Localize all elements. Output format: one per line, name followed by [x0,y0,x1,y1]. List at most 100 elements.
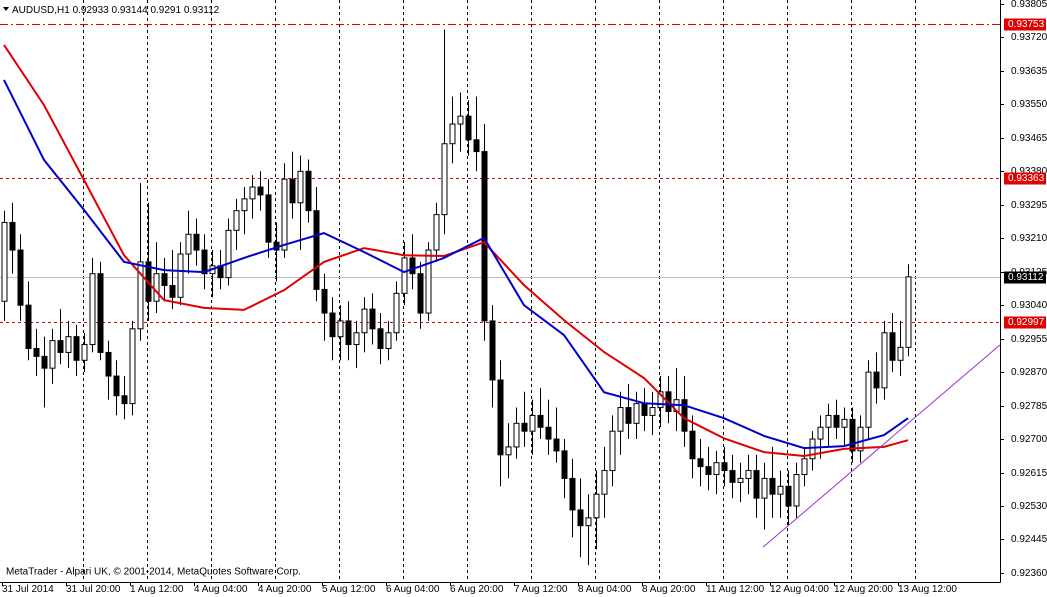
level-label: 0.93753 [1008,19,1045,30]
y-tick-label: 0.92955 [1011,334,1047,345]
header: AUDUSD,H1 0.92933 0.93144 0.9291 0.93112 [12,5,220,16]
y-tick-label: 0.92870 [1011,367,1047,378]
candle-body [249,186,256,200]
candle-body [545,426,552,440]
candle-body [417,273,424,314]
x-tick-label: 13 Aug 12:00 [898,584,957,595]
candle-body [33,347,40,357]
level-label-box [1004,316,1046,329]
candle-body [17,249,24,306]
y-tick-label: 0.92700 [1011,434,1047,445]
x-tick-label: 8 Aug 04:00 [578,584,632,595]
candle-body [753,470,760,499]
candle-body [745,470,752,479]
candle-body [585,517,592,527]
x-tick-label: 11 Aug 12:00 [706,584,765,595]
moving-average [3,44,909,458]
symbol: AUDUSD,H1 [12,5,70,16]
candle-body [601,470,608,495]
candle-body [625,407,632,424]
candle-body [521,422,528,432]
candle-body [473,139,480,153]
level-label-box [1004,172,1046,185]
candle-body [777,485,784,495]
candle-body [225,229,232,279]
candle-body [897,346,904,361]
candle-body [505,446,512,456]
y-tick-label: 0.93550 [1011,99,1047,110]
candle-body [289,178,296,204]
y-tick-label: 0.92530 [1011,501,1047,512]
x-tick-label: 1 Aug 12:00 [130,584,184,595]
candle-body [889,332,896,361]
y-tick-label: 0.93720 [1011,32,1047,43]
candle-body [905,276,912,348]
y-tick-label: 0.92615 [1011,468,1047,479]
plot-area [0,0,1001,582]
candle-body [617,407,624,432]
candle-body [489,320,496,381]
candle-body [321,288,328,314]
candle-body [49,340,56,369]
copyright: MetaTrader - Alpari UK, © 2001-2014, Met… [6,567,301,578]
candle-body [497,379,504,456]
candle-body [457,115,464,125]
candle-body [689,430,696,460]
level-label: 0.92997 [1008,317,1045,328]
candle-body [369,308,376,330]
candle-body [529,414,536,432]
x-tick-label: 8 Aug 20:00 [642,584,696,595]
candle-body [201,249,208,275]
candle-body [481,151,488,322]
y-tick-label: 0.92445 [1011,534,1047,545]
candle-body [809,438,816,460]
candle-body [593,493,600,519]
candle-body [385,332,392,349]
x-tick-label: 5 Aug 12:00 [322,584,376,595]
candle-body [329,312,336,338]
candle-body [513,422,520,448]
candle-body [825,414,832,428]
y-tick-label: 0.93295 [1011,200,1047,211]
x-tick-label: 12 Aug 04:00 [770,584,829,595]
candle-body [649,407,656,416]
candle-body [265,194,272,243]
candle-body [281,178,288,251]
candle-body [577,509,584,527]
candle-body [153,273,160,302]
candle-body [25,304,32,349]
candle-body [361,308,368,334]
candle-body [873,371,880,389]
candle-body [121,395,128,405]
candle-body [857,426,864,452]
candle-body [433,214,440,251]
candle-body [633,403,640,424]
candle-body [641,403,648,416]
y-tick-label: 0.93805 [1011,0,1047,10]
y-tick-label: 0.93380 [1011,166,1047,177]
candle-body [345,320,352,346]
candle-body [305,170,312,212]
level-label: 0.93363 [1008,173,1045,184]
x-tick-label: 6 Aug 20:00 [450,584,504,595]
candle-body [697,458,704,468]
y-tick-label: 0.93210 [1011,233,1047,244]
candle-body [793,473,800,507]
candle-body [313,210,320,290]
candle-body [785,485,792,507]
candle-body [129,328,136,405]
candle-body [537,414,544,428]
candle-body [89,273,96,346]
x-tick-label: 12 Aug 20:00 [834,584,893,595]
y-tick-label: 0.93635 [1011,66,1047,77]
candle-body [137,261,144,330]
candle-body [425,249,432,314]
x-tick-label: 31 Jul 20:00 [66,584,121,595]
candle-body [97,273,104,353]
candle-body [177,253,184,298]
candle-body [193,233,200,251]
candle-body [465,115,472,141]
candle-body [705,466,712,475]
